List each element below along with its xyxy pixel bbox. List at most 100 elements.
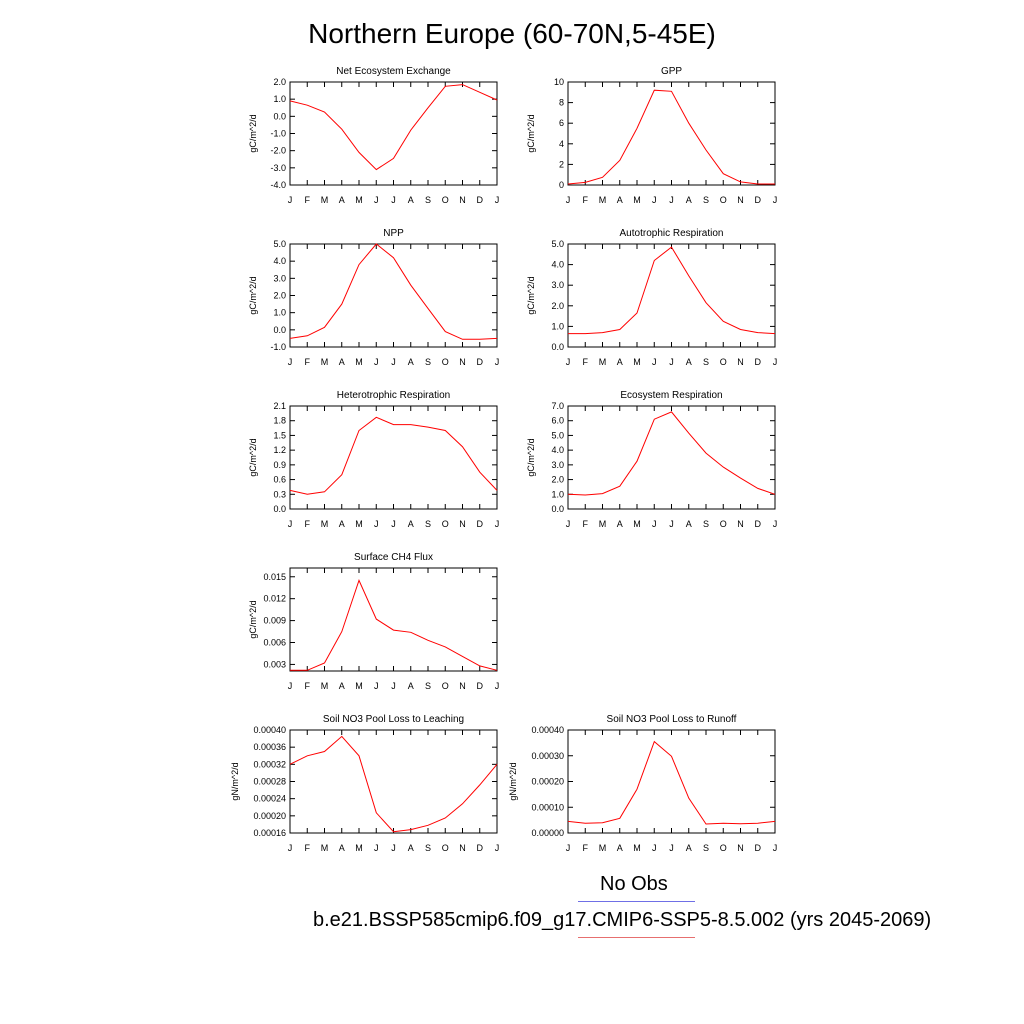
- x-tick-label: M: [599, 357, 607, 367]
- y-tick-label: 0.00020: [531, 777, 564, 787]
- x-tick-label: J: [652, 195, 657, 205]
- x-tick-label: F: [583, 195, 589, 205]
- y-axis-label: gC/m^2/d: [248, 438, 258, 476]
- x-tick-label: J: [669, 843, 674, 853]
- plot-frame: [567, 81, 776, 186]
- x-tick-label: A: [617, 519, 623, 529]
- legend-case-label: b.e21.BSSP585cmip6.f09_g17.CMIP6-SSP5-8.…: [313, 909, 932, 931]
- series-line: [290, 579, 498, 671]
- y-tick-label: 1.0: [551, 489, 564, 499]
- x-tick-label: M: [599, 843, 607, 853]
- x-tick-label: J: [566, 357, 571, 367]
- x-tick-label: N: [459, 357, 466, 367]
- y-tick-label: 7.0: [551, 401, 564, 411]
- x-tick-label: F: [305, 519, 311, 529]
- chart-panel: Ecosystem Respiration gC/m^2/d 0.0 1.0 2.0 3.…: [526, 390, 777, 529]
- x-tick-label: F: [305, 195, 311, 205]
- y-tick-label: 2.0: [551, 301, 564, 311]
- x-tick-label: D: [755, 357, 762, 367]
- x-tick-label: A: [339, 843, 345, 853]
- y-tick-label: 3.0: [273, 273, 286, 283]
- x-tick-label: J: [391, 195, 396, 205]
- x-tick-label: M: [633, 195, 641, 205]
- plot-frame: [289, 81, 498, 186]
- plot-frame: [289, 243, 498, 348]
- y-tick-label: 0.00000: [531, 828, 564, 838]
- y-axis-label: gN/m^2/d: [508, 762, 518, 800]
- y-axis-label: gC/m^2/d: [526, 114, 536, 152]
- y-tick-label: 6: [559, 118, 564, 128]
- y-tick-label: 0.00028: [253, 777, 286, 787]
- y-tick-label: 2.0: [273, 77, 286, 87]
- x-tick-label: N: [737, 843, 744, 853]
- series-line: [289, 735, 498, 833]
- chart-title: Soil NO3 Pool Loss to Runoff: [607, 714, 737, 725]
- x-tick-label: J: [566, 195, 571, 205]
- x-tick-label: M: [633, 843, 641, 853]
- y-axis-label: gN/m^2/d: [230, 762, 240, 800]
- x-tick-label: O: [442, 195, 449, 205]
- x-tick-label: A: [686, 519, 692, 529]
- y-tick-label: 0.00010: [531, 802, 564, 812]
- x-tick-label: M: [599, 195, 607, 205]
- x-tick-label: J: [669, 519, 674, 529]
- chart-title: Soil NO3 Pool Loss to Leaching: [323, 714, 464, 725]
- y-tick-label: 4.0: [551, 260, 564, 270]
- x-tick-label: J: [773, 357, 778, 367]
- x-tick-label: N: [737, 195, 744, 205]
- plot-frame: [289, 405, 498, 510]
- chart-panel: Surface CH4 Flux gC/m^2/d 0.003 0.006 0.009 0…: [248, 552, 499, 691]
- x-tick-label: D: [755, 195, 762, 205]
- x-tick-label: A: [686, 357, 692, 367]
- x-tick-label: M: [321, 519, 329, 529]
- x-tick-label: A: [408, 843, 414, 853]
- x-tick-label: N: [459, 843, 466, 853]
- x-tick-label: J: [288, 519, 293, 529]
- chart-panel: Net Ecosystem Exchange gC/m^2/d -4.0 -3.0 -2…: [248, 66, 499, 205]
- chart-title: GPP: [661, 66, 682, 77]
- x-tick-label: M: [599, 519, 607, 529]
- x-tick-label: N: [737, 519, 744, 529]
- y-tick-label: 10: [554, 77, 564, 87]
- series-line: [289, 84, 498, 171]
- x-tick-label: F: [583, 519, 589, 529]
- y-tick-label: 5.0: [551, 430, 564, 440]
- y-tick-label: -1.0: [270, 342, 286, 352]
- y-tick-label: 0.6: [273, 475, 286, 485]
- x-tick-label: S: [703, 195, 709, 205]
- y-tick-label: 0.3: [273, 489, 286, 499]
- x-tick-label: M: [355, 681, 363, 691]
- x-tick-label: J: [773, 519, 778, 529]
- chart-panel: Heterotrophic Respiration gC/m^2/d 0.0 0.3 0…: [248, 390, 499, 529]
- x-tick-label: S: [425, 519, 431, 529]
- x-tick-label: O: [720, 195, 727, 205]
- x-tick-label: S: [425, 843, 431, 853]
- x-tick-label: A: [617, 843, 623, 853]
- x-tick-label: N: [737, 357, 744, 367]
- x-tick-label: J: [374, 195, 379, 205]
- y-axis-label: gC/m^2/d: [526, 276, 536, 314]
- x-tick-label: J: [391, 843, 396, 853]
- y-tick-label: 0.0: [551, 504, 564, 514]
- x-tick-label: J: [495, 357, 500, 367]
- x-tick-label: J: [288, 357, 293, 367]
- x-tick-label: J: [669, 195, 674, 205]
- chart-panel: Autotrophic Respiration gC/m^2/d 0.0 1.0 2.0…: [526, 228, 777, 367]
- x-tick-label: O: [720, 843, 727, 853]
- y-tick-label: 0.012: [263, 594, 286, 604]
- y-tick-label: 0.0: [273, 325, 286, 335]
- y-tick-label: 5.0: [551, 239, 564, 249]
- chart-title: NPP: [383, 228, 404, 239]
- y-tick-label: 8: [559, 98, 564, 108]
- x-tick-label: J: [288, 843, 293, 853]
- x-tick-label: M: [355, 519, 363, 529]
- chart-panel: Soil NO3 Pool Loss to Leaching gN/m^2/d 0.…: [230, 714, 499, 853]
- y-tick-label: 0.0: [273, 504, 286, 514]
- x-tick-label: O: [442, 681, 449, 691]
- x-tick-label: J: [374, 843, 379, 853]
- x-tick-label: J: [391, 357, 396, 367]
- x-tick-label: A: [617, 357, 623, 367]
- y-tick-label: 1.8: [273, 416, 286, 426]
